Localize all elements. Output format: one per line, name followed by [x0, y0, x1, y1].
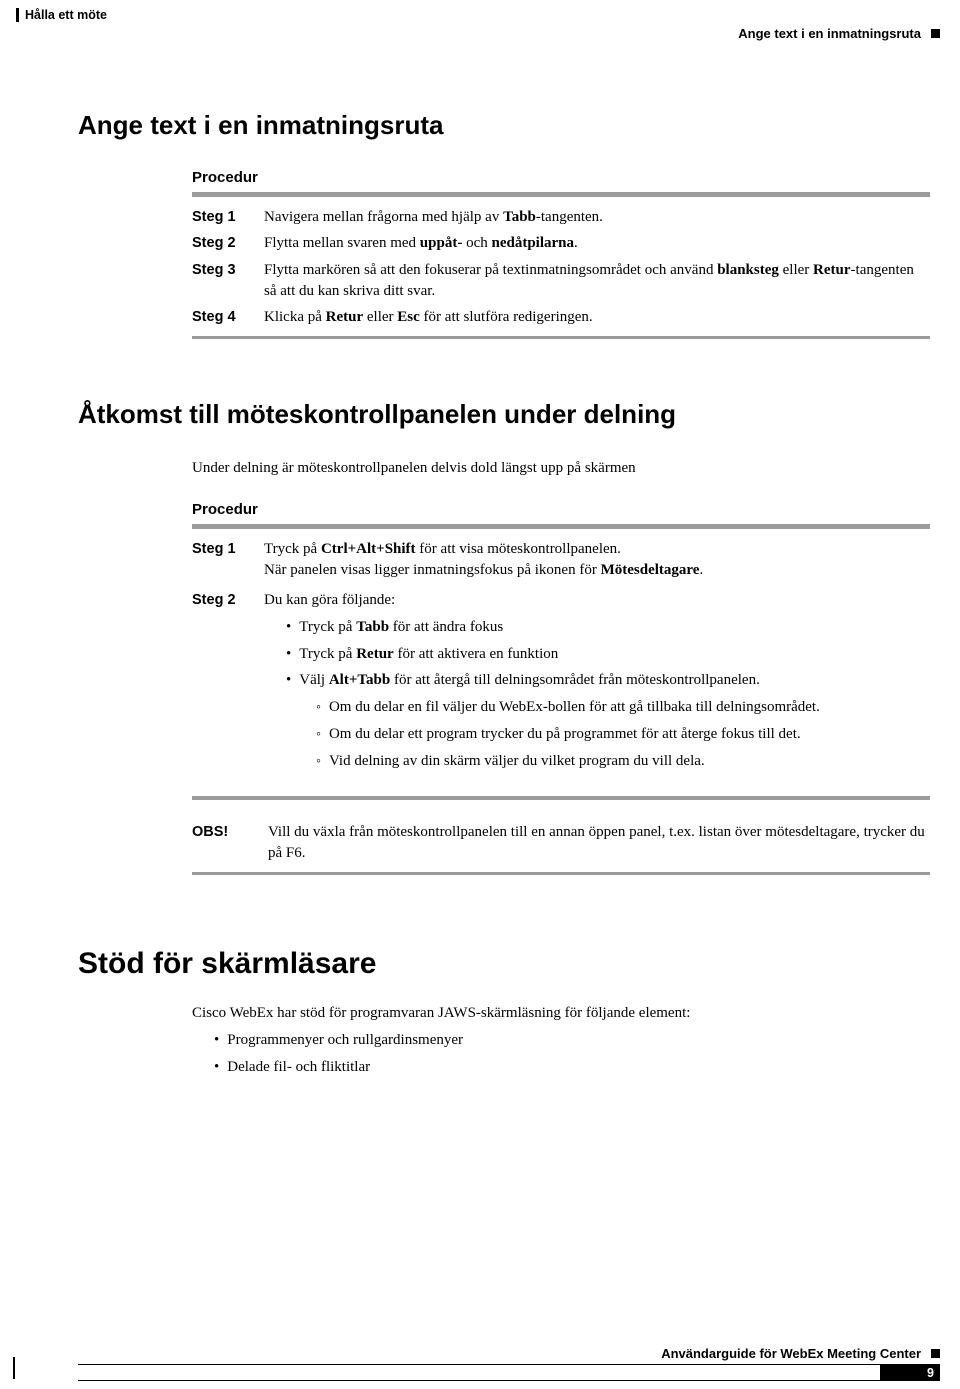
footer-title: Användarguide för WebEx Meeting Center — [661, 1346, 921, 1361]
list-item: ◦Om du delar en fil väljer du WebEx-boll… — [316, 697, 930, 718]
header-left: Hålla ett möte — [16, 8, 107, 22]
procedure-label: Procedur — [192, 501, 930, 518]
footer-bar: 9 — [78, 1364, 940, 1381]
section2-procedure: Procedur Steg 1 Tryck på Ctrl+Alt+Shift … — [192, 501, 930, 875]
header-right-wrap: Ange text i en inmatningsruta — [738, 26, 940, 41]
note-row: OBS! Vill du växla från möteskontrollpan… — [192, 822, 930, 864]
bullet-list: •Tryck på Tabb för att ändra fokus •Tryc… — [286, 617, 930, 772]
side-rule — [13, 1357, 15, 1379]
footer-square-icon — [931, 1349, 940, 1358]
step-label: Steg 1 — [192, 207, 242, 227]
page-header: Hålla ett möte Ange text i en inmatnings… — [16, 8, 940, 41]
step-text: Flytta markören så att den fokuserar på … — [264, 260, 930, 301]
sub-bullet-list: ◦Om du delar en fil väljer du WebEx-boll… — [316, 697, 930, 772]
list-item: •Välj Alt+Tabb för att återgå till delni… — [286, 670, 930, 691]
note-text: Vill du växla från möteskontrollpanelen … — [268, 822, 930, 864]
step-row: Steg 1 Navigera mellan frågorna med hjäl… — [192, 207, 930, 228]
section2-intro: Under delning är möteskontrollpanelen de… — [192, 458, 930, 479]
step-label: Steg 2 — [192, 233, 242, 253]
step2-intro: Du kan göra följande: — [264, 590, 930, 611]
section3-title: Stöd för skärmläsare — [78, 947, 930, 981]
list-item: ◦Om du delar ett program trycker du på p… — [316, 724, 930, 745]
page-footer: Användarguide för WebEx Meeting Center 9 — [78, 1346, 940, 1381]
grey-bar — [192, 796, 930, 800]
header-right: Ange text i en inmatningsruta — [738, 26, 921, 41]
footer-title-row: Användarguide för WebEx Meeting Center — [78, 1346, 940, 1361]
list-item: •Delade fil- och fliktitlar — [214, 1057, 930, 1078]
step-row: Steg 2 Du kan göra följande: •Tryck på T… — [192, 590, 930, 778]
note-label: OBS! — [192, 822, 232, 842]
step-label: Steg 2 — [192, 590, 242, 610]
step-row: Steg 1 Tryck på Ctrl+Alt+Shift för att v… — [192, 539, 930, 580]
step-text: Navigera mellan frågorna med hjälp av Ta… — [264, 207, 930, 228]
step-text: Klicka på Retur eller Esc för att slutfö… — [264, 307, 930, 328]
grey-bar — [192, 524, 930, 529]
header-square-icon — [931, 29, 940, 38]
grey-bar — [192, 336, 930, 340]
section2-title: Åtkomst till möteskontrollpanelen under … — [78, 399, 930, 430]
grey-bar — [192, 872, 930, 876]
step-row: Steg 4 Klicka på Retur eller Esc för att… — [192, 307, 930, 328]
content: Ange text i en inmatningsruta Procedur S… — [78, 110, 930, 1083]
list-item: •Programmenyer och rullgardinsmenyer — [214, 1030, 930, 1051]
step-text: Tryck på Ctrl+Alt+Shift för att visa möt… — [264, 539, 930, 580]
step-row: Steg 3 Flytta markören så att den fokuse… — [192, 260, 930, 301]
list-item: ◦Vid delning av din skärm väljer du vilk… — [316, 751, 930, 772]
list-item: •Tryck på Tabb för att ändra fokus — [286, 617, 930, 638]
list-item: •Tryck på Retur för att aktivera en funk… — [286, 644, 930, 665]
procedure-label: Procedur — [192, 169, 930, 186]
step-text: Flytta mellan svaren med uppåt- och nedå… — [264, 233, 930, 254]
section3-bullets: •Programmenyer och rullgardinsmenyer •De… — [214, 1030, 930, 1077]
step-row: Steg 2 Flytta mellan svaren med uppåt- o… — [192, 233, 930, 254]
section1-procedure: Procedur Steg 1 Navigera mellan frågorna… — [192, 169, 930, 339]
section3-intro: Cisco WebEx har stöd för programvaran JA… — [192, 1003, 930, 1024]
grey-bar — [192, 192, 930, 197]
step-text: Du kan göra följande: •Tryck på Tabb för… — [264, 590, 930, 778]
step-label: Steg 1 — [192, 539, 242, 559]
section1-title: Ange text i en inmatningsruta — [78, 110, 930, 141]
step-label: Steg 3 — [192, 260, 242, 280]
footer-page-number: 9 — [880, 1365, 940, 1380]
step-label: Steg 4 — [192, 307, 242, 327]
footer-bar-left — [78, 1365, 880, 1380]
